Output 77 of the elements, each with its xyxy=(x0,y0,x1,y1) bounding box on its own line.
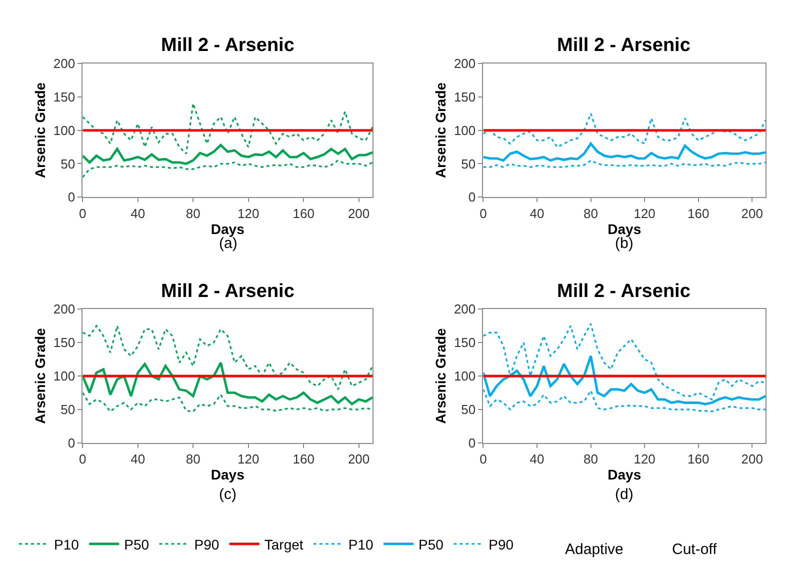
x-tick-label: 120 xyxy=(238,206,260,221)
chart-title: Mill 2 - Arsenic xyxy=(161,35,295,56)
text: Adaptive xyxy=(565,541,624,558)
x-tick-label: 160 xyxy=(687,206,710,221)
x-tick-label: 200 xyxy=(741,206,763,221)
x-tick-label: 0 xyxy=(480,206,487,221)
y-tick-label: 100 xyxy=(53,368,76,384)
y-tick-label: 100 xyxy=(454,368,476,384)
y-tick-label: 0 xyxy=(468,435,476,450)
line-series xyxy=(82,325,373,390)
text: Cut-off xyxy=(672,541,718,558)
y-axis-title: Arsenic Grade xyxy=(32,82,48,178)
legend-label: P90 xyxy=(194,536,220,552)
y-tick-label: 150 xyxy=(53,335,76,350)
x-tick-label: 200 xyxy=(348,451,370,466)
x-tick-label: 80 xyxy=(584,206,598,221)
text: (c) xyxy=(219,486,236,503)
line-series xyxy=(483,388,766,412)
legend-label: Target xyxy=(264,536,304,552)
x-axis-title: Days xyxy=(608,220,642,237)
x-tick-label: 0 xyxy=(79,451,86,466)
x-tick-label: 120 xyxy=(634,451,656,466)
x-tick-label: 0 xyxy=(480,451,487,466)
y-tick-label: 200 xyxy=(53,302,76,317)
x-tick-label: 40 xyxy=(530,206,544,221)
x-axis-title: Days xyxy=(210,220,245,237)
chart-title: Mill 2 - Arsenic xyxy=(557,35,691,56)
line-series xyxy=(82,102,373,154)
chart-title: Mill 2 - Arsenic xyxy=(557,281,691,302)
legend-label: P50 xyxy=(124,536,150,552)
legend-label: P10 xyxy=(54,536,80,552)
x-axis-title: Days xyxy=(608,466,642,482)
y-tick-label: 100 xyxy=(454,122,476,138)
x-tick-label: 200 xyxy=(348,206,370,221)
y-tick-label: 100 xyxy=(53,122,76,138)
y-tick-label: 0 xyxy=(68,435,76,450)
x-tick-label: 40 xyxy=(130,206,146,221)
x-tick-label: 40 xyxy=(130,451,146,466)
x-tick-label: 80 xyxy=(186,206,200,221)
y-tick-label: 150 xyxy=(53,89,76,104)
y-tick-label: 150 xyxy=(454,89,476,104)
y-axis-title: Arsenic Grade xyxy=(32,328,48,424)
y-tick-label: 0 xyxy=(68,190,76,205)
x-tick-label: 80 xyxy=(186,451,200,466)
line-series xyxy=(82,392,373,412)
x-tick-label: 120 xyxy=(634,206,656,221)
y-tick-label: 200 xyxy=(53,56,76,71)
y-tick-label: 200 xyxy=(454,302,476,317)
line-series xyxy=(483,142,766,162)
x-tick-label: 120 xyxy=(238,451,260,466)
x-tick-label: 200 xyxy=(741,451,763,466)
y-tick-label: 200 xyxy=(454,56,476,71)
y-tick-label: 150 xyxy=(454,335,476,350)
line-series xyxy=(82,144,373,165)
x-tick-label: 0 xyxy=(79,206,86,221)
y-tick-label: 50 xyxy=(60,156,76,172)
x-tick-label: 80 xyxy=(584,451,598,466)
y-tick-label: 50 xyxy=(461,402,476,417)
y-tick-label: 0 xyxy=(468,190,476,205)
legend-label: P50 xyxy=(418,536,444,552)
line-series xyxy=(82,160,373,178)
legend-label: P90 xyxy=(488,536,514,552)
y-axis-title: Arsenic Grade xyxy=(432,82,449,178)
x-tick-label: 40 xyxy=(530,451,544,466)
y-tick-label: 50 xyxy=(60,402,76,417)
legend-label: P10 xyxy=(348,536,374,552)
line-series xyxy=(82,361,373,406)
x-tick-label: 160 xyxy=(687,451,710,466)
y-tick-label: 50 xyxy=(461,156,476,172)
line-series xyxy=(483,160,766,168)
x-tick-label: 160 xyxy=(292,451,314,466)
y-axis-title: Arsenic Grade xyxy=(432,328,449,424)
text: (d) xyxy=(615,486,634,503)
chart-title: Mill 2 - Arsenic xyxy=(161,281,295,302)
x-axis-title: Days xyxy=(210,466,245,482)
line-series xyxy=(483,112,766,148)
x-tick-label: 160 xyxy=(292,206,314,221)
